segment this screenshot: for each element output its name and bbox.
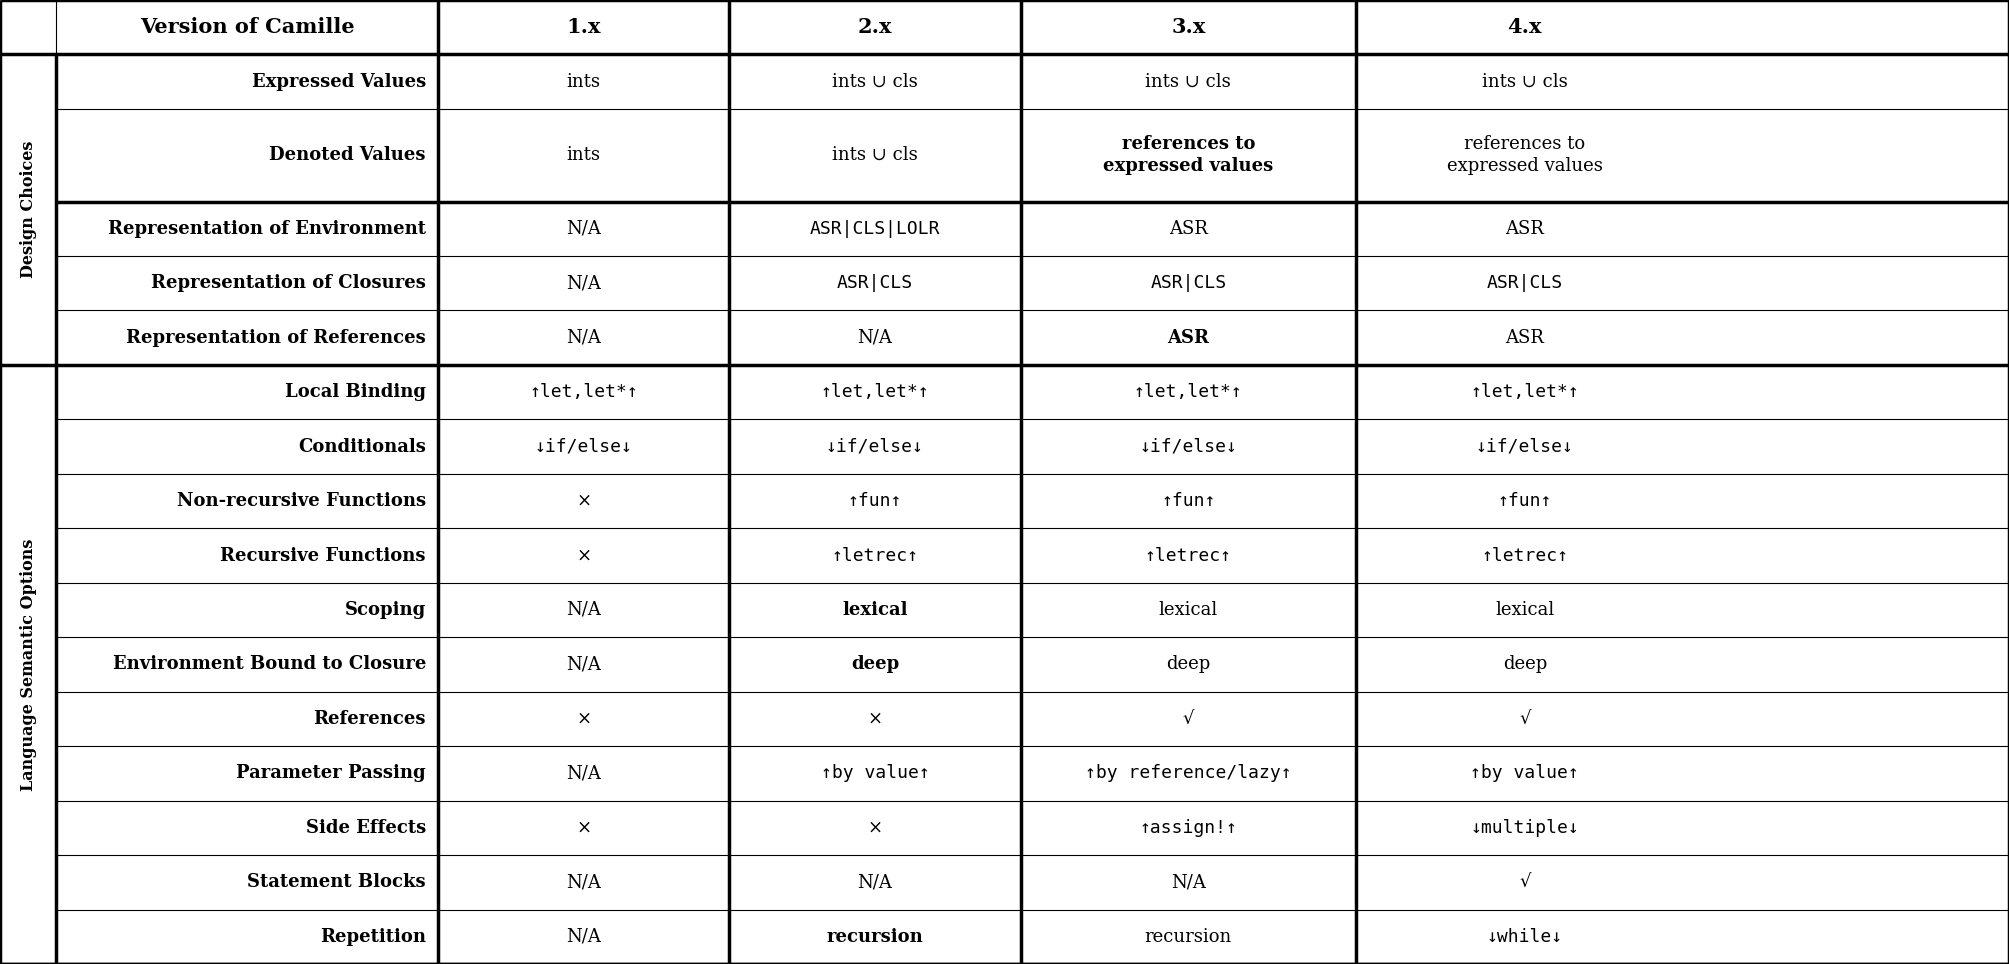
Text: Environment Bound to Closure: Environment Bound to Closure [113, 656, 426, 674]
Text: ×: × [577, 710, 591, 728]
Text: ↓if/else↓: ↓if/else↓ [534, 438, 633, 456]
Text: Version of Camille: Version of Camille [141, 17, 354, 38]
Text: ↑let,let*↑: ↑let,let*↑ [1133, 383, 1244, 401]
Text: Language Semantic Options: Language Semantic Options [20, 538, 36, 790]
Text: deep: deep [850, 656, 900, 674]
Text: ×: × [577, 818, 591, 837]
Text: ↑let,let*↑: ↑let,let*↑ [528, 383, 639, 401]
Text: ASR|CLS: ASR|CLS [1151, 274, 1225, 292]
Text: Conditionals: Conditionals [297, 438, 426, 456]
Text: N/A: N/A [567, 873, 601, 892]
Text: N/A: N/A [567, 656, 601, 674]
Text: N/A: N/A [858, 329, 892, 347]
Text: ↑letrec↑: ↑letrec↑ [1145, 547, 1232, 565]
Text: ↑fun↑: ↑fun↑ [1161, 492, 1215, 510]
Text: ASR: ASR [1167, 329, 1209, 347]
Text: ↑by reference/lazy↑: ↑by reference/lazy↑ [1085, 764, 1292, 783]
Text: ↑fun↑: ↑fun↑ [1497, 492, 1553, 510]
Text: ↑by value↑: ↑by value↑ [820, 764, 930, 783]
Text: Scoping: Scoping [346, 601, 426, 619]
Text: Recursive Functions: Recursive Functions [221, 547, 426, 565]
Text: ints ∪ cls: ints ∪ cls [1483, 72, 1567, 91]
Text: ↓while↓: ↓while↓ [1487, 927, 1563, 946]
Text: ↑letrec↑: ↑letrec↑ [1481, 547, 1569, 565]
Text: recursion: recursion [826, 927, 924, 946]
Text: 3.x: 3.x [1171, 17, 1205, 38]
Text: references to
expressed values: references to expressed values [1103, 136, 1274, 175]
Text: ↓if/else↓: ↓if/else↓ [826, 438, 924, 456]
Text: √: √ [1519, 710, 1531, 728]
Text: N/A: N/A [1171, 873, 1205, 892]
Text: Design Choices: Design Choices [20, 141, 36, 279]
Text: N/A: N/A [567, 274, 601, 292]
Text: ↑letrec↑: ↑letrec↑ [832, 547, 918, 565]
Text: Repetition: Repetition [319, 927, 426, 946]
Text: ints ∪ cls: ints ∪ cls [832, 147, 918, 164]
Text: ↑by value↑: ↑by value↑ [1471, 764, 1579, 783]
Text: ↑let,let*↑: ↑let,let*↑ [820, 383, 930, 401]
Text: ↓if/else↓: ↓if/else↓ [1139, 438, 1238, 456]
Text: ints: ints [567, 72, 601, 91]
Text: deep: deep [1165, 656, 1211, 674]
Text: ×: × [577, 492, 591, 510]
Text: 2.x: 2.x [858, 17, 892, 38]
Text: lexical: lexical [1159, 601, 1217, 619]
Text: Denoted Values: Denoted Values [269, 147, 426, 164]
Text: ↑assign!↑: ↑assign!↑ [1139, 818, 1238, 837]
Text: √: √ [1183, 710, 1193, 728]
Text: ×: × [868, 818, 882, 837]
Text: N/A: N/A [567, 927, 601, 946]
Text: ASR: ASR [1169, 220, 1207, 238]
Text: Non-recursive Functions: Non-recursive Functions [177, 492, 426, 510]
Text: References: References [313, 710, 426, 728]
Text: Representation of Closures: Representation of Closures [151, 274, 426, 292]
Text: ASR|CLS|LOLR: ASR|CLS|LOLR [810, 220, 940, 238]
Text: ASR: ASR [1505, 220, 1545, 238]
Text: 4.x: 4.x [1507, 17, 1543, 38]
Text: Representation of References: Representation of References [127, 329, 426, 347]
Text: N/A: N/A [567, 329, 601, 347]
Text: ints: ints [567, 147, 601, 164]
Text: ↓if/else↓: ↓if/else↓ [1477, 438, 1573, 456]
Text: ↓multiple↓: ↓multiple↓ [1471, 818, 1579, 837]
Text: ASR|CLS: ASR|CLS [838, 274, 912, 292]
Text: N/A: N/A [858, 873, 892, 892]
Text: references to
expressed values: references to expressed values [1446, 136, 1603, 175]
Text: 1.x: 1.x [567, 17, 601, 38]
Text: lexical: lexical [842, 601, 908, 619]
Text: N/A: N/A [567, 764, 601, 783]
Text: √: √ [1519, 873, 1531, 892]
Text: N/A: N/A [567, 601, 601, 619]
Text: ints ∪ cls: ints ∪ cls [832, 72, 918, 91]
Text: ×: × [577, 547, 591, 565]
Text: ints ∪ cls: ints ∪ cls [1145, 72, 1232, 91]
Text: Parameter Passing: Parameter Passing [237, 764, 426, 783]
Text: ↑let,let*↑: ↑let,let*↑ [1471, 383, 1579, 401]
Text: N/A: N/A [567, 220, 601, 238]
Text: Local Binding: Local Binding [285, 383, 426, 401]
Text: Representation of Environment: Representation of Environment [108, 220, 426, 238]
Text: Expressed Values: Expressed Values [251, 72, 426, 91]
Text: ASR: ASR [1505, 329, 1545, 347]
Text: lexical: lexical [1495, 601, 1555, 619]
Text: ×: × [868, 710, 882, 728]
Text: ↑fun↑: ↑fun↑ [848, 492, 902, 510]
Text: Side Effects: Side Effects [305, 818, 426, 837]
Text: deep: deep [1503, 656, 1547, 674]
Text: Statement Blocks: Statement Blocks [247, 873, 426, 892]
Text: recursion: recursion [1145, 927, 1232, 946]
Text: ASR|CLS: ASR|CLS [1487, 274, 1563, 292]
